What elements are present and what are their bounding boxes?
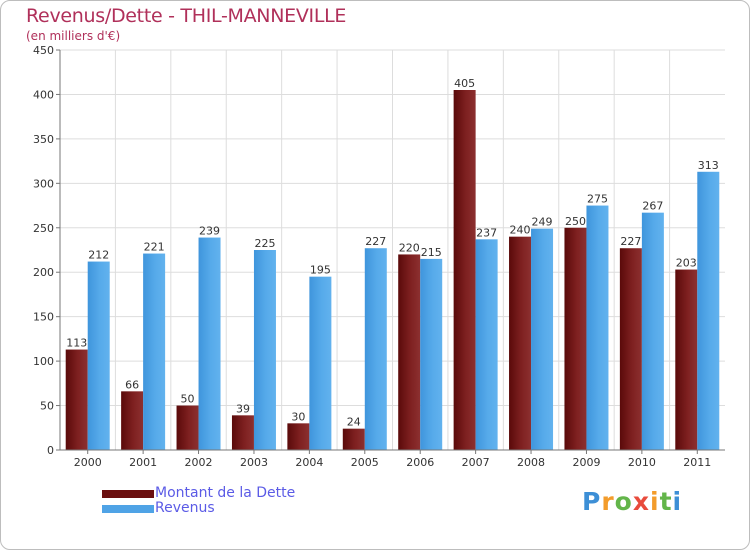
x-tick-label: 2000 (74, 456, 102, 469)
data-label-dette: 220 (399, 241, 420, 254)
data-label-revenus: 237 (476, 226, 497, 239)
x-tick-label: 2006 (406, 456, 434, 469)
bar-revenus (531, 228, 554, 450)
x-tick-label: 2011 (683, 456, 711, 469)
data-label-revenus: 267 (642, 200, 663, 213)
legend-label-dette: Montant de la Dette (155, 485, 296, 501)
y-tick-label: 0 (47, 444, 54, 457)
bar-dette (564, 227, 587, 450)
y-tick-label: 350 (33, 133, 54, 146)
data-label-revenus: 249 (532, 216, 553, 229)
legend-swatch-revenus (102, 505, 154, 513)
data-label-dette: 250 (565, 215, 586, 228)
bar-dette (342, 428, 365, 450)
logo-letter: x (632, 487, 650, 516)
y-tick-label: 450 (33, 44, 54, 57)
bar-dette (121, 391, 144, 450)
y-tick-label: 300 (33, 177, 54, 190)
bar-dette (509, 236, 532, 450)
bar-revenus (420, 258, 443, 450)
legend-swatch-dette (102, 490, 154, 498)
chart-title: Revenus/Dette - THIL-MANNEVILLE (26, 5, 347, 27)
bar-dette (453, 90, 476, 450)
data-label-revenus: 227 (365, 235, 386, 248)
x-tick-label: 2005 (351, 456, 379, 469)
data-label-revenus: 215 (421, 246, 442, 259)
logo-letter: o (614, 487, 633, 516)
logo-letter: P (582, 487, 602, 516)
bar-revenus (253, 250, 276, 450)
data-label-dette: 24 (347, 416, 361, 429)
y-tick-label: 200 (33, 266, 54, 279)
bar-revenus (143, 253, 166, 450)
y-tick-label: 100 (33, 355, 54, 368)
data-label-dette: 50 (181, 393, 195, 406)
data-label-revenus: 239 (199, 225, 220, 238)
x-tick-label: 2009 (572, 456, 600, 469)
data-label-revenus: 212 (88, 249, 109, 262)
bar-revenus (586, 205, 609, 450)
bar-dette (176, 405, 199, 450)
x-tick-label: 2004 (295, 456, 323, 469)
data-label-dette: 66 (125, 378, 139, 391)
x-tick-label: 2002 (185, 456, 213, 469)
y-tick-label: 250 (33, 222, 54, 235)
data-label-dette: 39 (236, 402, 250, 415)
logo-letter: i (672, 487, 683, 516)
data-label-revenus: 313 (698, 159, 719, 172)
bar-dette (398, 254, 421, 450)
logo-letter: i (650, 487, 660, 516)
chart-subtitle: (en milliers d'€) (26, 29, 121, 43)
x-tick-label: 2003 (240, 456, 268, 469)
data-label-revenus: 195 (310, 264, 331, 277)
data-label-revenus: 221 (144, 241, 165, 254)
legend-label-revenus: Revenus (155, 500, 215, 516)
data-label-dette: 405 (454, 77, 475, 90)
bar-dette (231, 415, 254, 450)
bar-revenus (87, 261, 110, 450)
logo-letter: t (659, 487, 673, 516)
proxiti-logo: Proxiti (582, 487, 682, 516)
bar-revenus (641, 212, 664, 450)
bar-revenus (475, 239, 498, 450)
bar-dette (287, 423, 310, 450)
x-tick-label: 2008 (517, 456, 545, 469)
data-label-revenus: 225 (254, 237, 275, 250)
data-label-revenus: 275 (587, 193, 608, 206)
data-label-dette: 30 (291, 410, 305, 423)
data-label-dette: 240 (510, 224, 531, 237)
logo-letter: r (601, 487, 615, 516)
bar-revenus (198, 237, 221, 450)
y-tick-label: 50 (40, 400, 54, 413)
bar-dette (619, 248, 642, 450)
data-label-dette: 203 (676, 257, 697, 270)
x-tick-label: 2001 (129, 456, 157, 469)
bar-revenus (697, 171, 720, 450)
data-label-dette: 227 (620, 235, 641, 248)
data-label-dette: 113 (66, 337, 87, 350)
x-tick-label: 2010 (628, 456, 656, 469)
bar-revenus (364, 248, 387, 450)
y-tick-label: 150 (33, 311, 54, 324)
y-tick-label: 400 (33, 88, 54, 101)
x-tick-label: 2007 (462, 456, 490, 469)
bar-dette (65, 349, 88, 450)
bar-revenus (309, 276, 332, 450)
bar-dette (675, 269, 698, 450)
